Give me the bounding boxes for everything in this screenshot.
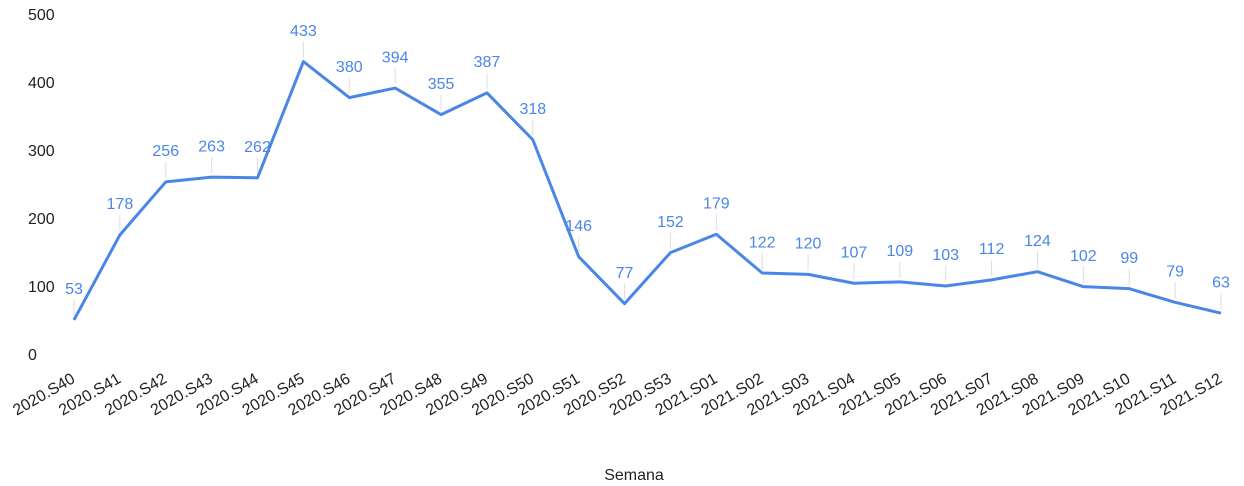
- value-label: 146: [565, 218, 592, 235]
- value-label: 79: [1166, 263, 1184, 280]
- y-tick-label: 0: [28, 347, 37, 364]
- value-label: 122: [749, 234, 776, 251]
- y-tick-label: 300: [28, 143, 55, 160]
- value-label: 179: [703, 195, 730, 212]
- value-label: 99: [1120, 250, 1138, 267]
- value-label: 102: [1070, 248, 1097, 265]
- value-label: 318: [519, 101, 546, 118]
- y-tick-label: 100: [28, 279, 55, 296]
- value-label: 263: [198, 138, 225, 155]
- value-label: 178: [107, 196, 134, 213]
- value-label: 433: [290, 23, 317, 40]
- y-tick-label: 200: [28, 211, 55, 228]
- value-label: 394: [382, 49, 409, 66]
- y-tick-label: 500: [28, 7, 55, 24]
- x-axis-title: Semana: [604, 467, 664, 484]
- value-label: 63: [1212, 274, 1230, 291]
- value-label: 103: [932, 247, 959, 264]
- value-label: 53: [65, 281, 83, 298]
- value-label: 107: [841, 244, 868, 261]
- value-label: 152: [657, 214, 684, 231]
- value-label: 380: [336, 59, 363, 76]
- y-tick-label: 400: [28, 75, 55, 92]
- value-label: 387: [474, 54, 501, 71]
- value-label: 355: [428, 76, 455, 93]
- value-label: 262: [244, 139, 271, 156]
- value-label: 109: [886, 243, 913, 260]
- value-label: 124: [1024, 233, 1051, 250]
- value-label: 256: [152, 143, 179, 160]
- value-label: 77: [616, 265, 634, 282]
- value-label: 120: [795, 236, 822, 253]
- line: [72, 60, 1222, 321]
- value-label: 112: [979, 241, 1005, 258]
